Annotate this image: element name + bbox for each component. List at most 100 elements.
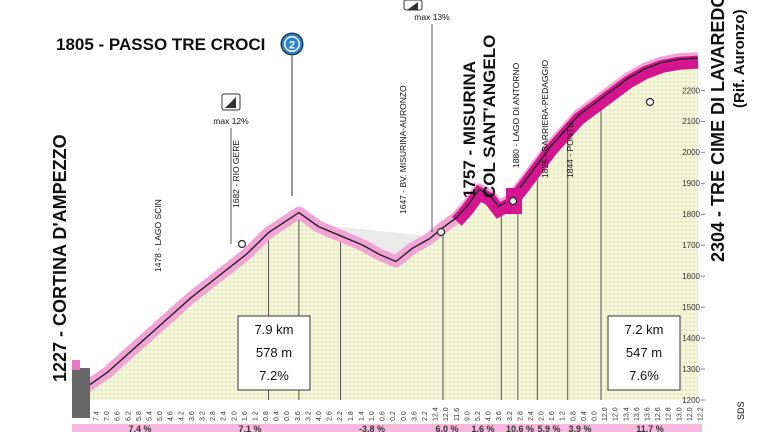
y-tick-label: 1200 — [682, 396, 700, 405]
distance-mark: 5.8 — [136, 411, 143, 421]
distance-mark: 1.8 — [348, 411, 355, 421]
distance-mark: 4.6 — [168, 411, 175, 421]
grade-strip-value: 10.6 % — [506, 424, 534, 432]
grade-strip-value: 1.6 % — [471, 424, 494, 432]
grade-strip-value: -3.8 % — [359, 424, 385, 432]
distance-mark: 3.2 — [305, 411, 312, 421]
corner-text: SDS — [736, 401, 746, 420]
distance-mark: 12.0 — [602, 407, 609, 421]
distance-mark: 1.2 — [560, 411, 567, 421]
y-tick-label: 1400 — [682, 334, 700, 343]
grade-strip-bg — [72, 424, 702, 432]
distance-mark: 0.0 — [284, 411, 291, 421]
distance-mark: 11.6 — [454, 408, 461, 421]
distance-mark: 9.0 — [464, 411, 471, 421]
climb-1-distance: 7.9 km — [254, 322, 293, 337]
climb-2-grade: 7.6% — [629, 368, 659, 383]
y-tick-label: 1600 — [682, 272, 700, 281]
misurina-label-1: 1757 - MISURINA — [460, 61, 479, 198]
waypoint-label: 1682 - RIO GERE — [231, 140, 241, 208]
distance-mark: 3.2 — [200, 411, 207, 421]
distance-mark: 6.6 — [115, 411, 122, 421]
waypoint-labels: 1478 - LAGO SCIN 1682 - RIO GERE 1647 - BV… — [153, 60, 575, 272]
distance-mark: 2.0 — [539, 411, 546, 421]
distance-mark: 5.4 — [147, 411, 154, 421]
grade-strip-value: 7.1 % — [238, 424, 261, 432]
climb-2-distance: 7.2 km — [624, 322, 663, 337]
climb-1-grade: 7.2% — [259, 368, 289, 383]
waypoint-label: 1844 - PONTE — [565, 122, 575, 178]
waypoint-label: 1478 - LAGO SCIN — [153, 199, 163, 272]
start-base-block — [72, 368, 90, 418]
distance-mark: 1.4 — [358, 411, 365, 421]
climb-stats-box-2: 7.2 km 547 m 7.6% — [607, 315, 681, 391]
distance-mark: 1.6 — [242, 411, 249, 421]
y-tick-label: 1300 — [682, 365, 700, 374]
y-tick-label: 2200 — [682, 86, 700, 95]
distance-mark: 13.0 — [676, 407, 683, 421]
profile-outline — [79, 57, 699, 393]
distance-mark: 0.8 — [263, 411, 270, 421]
distance-mark: 0.4 — [274, 411, 281, 421]
distance-mark: 2.8 — [210, 411, 217, 421]
grade-strip-value: 5.9 % — [537, 424, 560, 432]
climb-stats-box-1: 7.9 km 578 m 7.2% — [237, 315, 311, 391]
distance-mark: 1.0 — [369, 411, 376, 421]
distance-mark: 7.0 — [104, 411, 111, 421]
climb-1-gain: 578 m — [256, 345, 292, 360]
profile-steep-band — [452, 55, 699, 226]
distance-mark: 2.6 — [327, 411, 334, 421]
profile-marker — [237, 239, 247, 249]
max-grade-marker-2: max 13% — [403, 0, 450, 22]
distance-marks: 7.4 7.0 6.6 6.2 5.8 5.4 5.0 4.6 4.2 3.6 3.2 2.8 2.4 2… — [94, 407, 705, 421]
y-tick-label: 1500 — [682, 303, 700, 312]
distance-mark: 12.6 — [655, 407, 662, 421]
distance-mark: 2.2 — [337, 411, 344, 421]
distance-mark: 2.2 — [422, 411, 429, 421]
climb-2-gain: 547 m — [626, 345, 662, 360]
distance-mark: 13.6 — [645, 407, 652, 421]
summit-badge: 2 — [280, 32, 304, 56]
distance-mark: 3.6 — [295, 411, 302, 421]
y-axis: 1200 1300 1400 1500 1600 1700 1800 1900 2000 2100… — [682, 86, 705, 405]
y-tick-label: 1700 — [682, 241, 700, 250]
distance-mark: 12.4 — [433, 407, 440, 421]
distance-mark: 4.0 — [316, 411, 323, 421]
distance-mark: 2.4 — [221, 411, 228, 421]
max-grade-marker-1: max 12% — [213, 93, 249, 126]
distance-mark: 3.6 — [411, 411, 418, 421]
y-tick-label: 1900 — [682, 179, 700, 188]
waypoint-label: 1825 - BARRIERA-PEDAGGIO — [540, 60, 550, 178]
profile-marker — [436, 227, 446, 237]
distance-mark: 1.6 — [549, 411, 556, 421]
start-label: 1227 - CORTINA D'AMPEZZO — [50, 134, 70, 382]
finish-sublabel: (Rif. Auronzo) — [731, 9, 748, 108]
distance-mark: 0.8 — [570, 411, 577, 421]
distance-mark: 2.8 — [517, 411, 524, 421]
distance-mark: 0.2 — [390, 411, 397, 421]
distance-mark: 0.0 — [401, 411, 408, 421]
distance-mark: 5.2 — [475, 411, 482, 421]
summit-badge-number: 2 — [289, 40, 295, 52]
grade-strip: 7.4 % 7.1 % -3.8 % 6.0 % 1.6 % 10.6 % 5.9 % 3.9… — [128, 424, 663, 432]
misurina-label-2: COL SANT'ANGELO — [480, 35, 499, 198]
grade-strip-value: 3.9 % — [568, 424, 591, 432]
distance-mark: 4.0 — [486, 411, 493, 421]
distance-mark: 0.0 — [592, 411, 599, 421]
distance-mark: 0.4 — [581, 411, 588, 421]
distance-mark: 13.4 — [623, 407, 630, 421]
y-tick-label: 2000 — [682, 148, 700, 157]
distance-mark: 12.0 — [687, 407, 694, 421]
start-base-band — [72, 360, 80, 370]
distance-mark: 3.6 — [189, 411, 196, 421]
profile-marker — [645, 97, 655, 107]
distance-mark: 1.2 — [252, 411, 259, 421]
distance-mark: 3.6 — [496, 411, 503, 421]
distance-mark: 2.4 — [528, 411, 535, 421]
distance-mark: 12.2 — [698, 407, 705, 421]
grade-strip-value: 7.4 % — [128, 424, 151, 432]
distance-mark: 12.0 — [443, 407, 450, 421]
distance-mark: 12.0 — [613, 407, 620, 421]
max-grade-label-1: max 12% — [213, 116, 249, 126]
